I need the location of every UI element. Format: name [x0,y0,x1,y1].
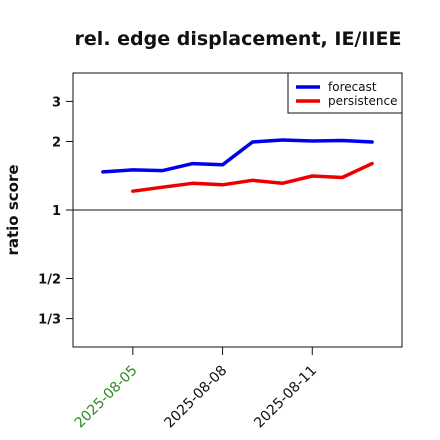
legend-box [287,72,403,114]
x-tick-label: 2025-08-05 [72,363,141,432]
x-tick-label: 2025-08-11 [251,363,320,432]
series-line-forecast [101,138,374,174]
y-axis: 1/3 1/2 1 2 3 [38,95,73,328]
chart-title: rel. edge displacement, IE/IIEE [75,28,402,50]
series-line-persistence [131,161,374,193]
y-tick-label: 1/2 [38,273,61,288]
legend-label-forecast: forecast [328,80,377,94]
y-axis-label: ratio score [4,164,22,255]
x-axis: 2025-08-05 2025-08-08 2025-08-11 [72,347,320,431]
y-tick-label: 2 [52,136,61,151]
y-tick-label: 1/3 [38,313,61,328]
x-tick-label: 2025-08-08 [162,363,231,432]
legend-label-persistence: persistence [328,94,397,108]
y-tick-label: 3 [52,95,61,110]
series-layer [101,138,374,193]
y-tick-label: 1 [52,204,61,219]
